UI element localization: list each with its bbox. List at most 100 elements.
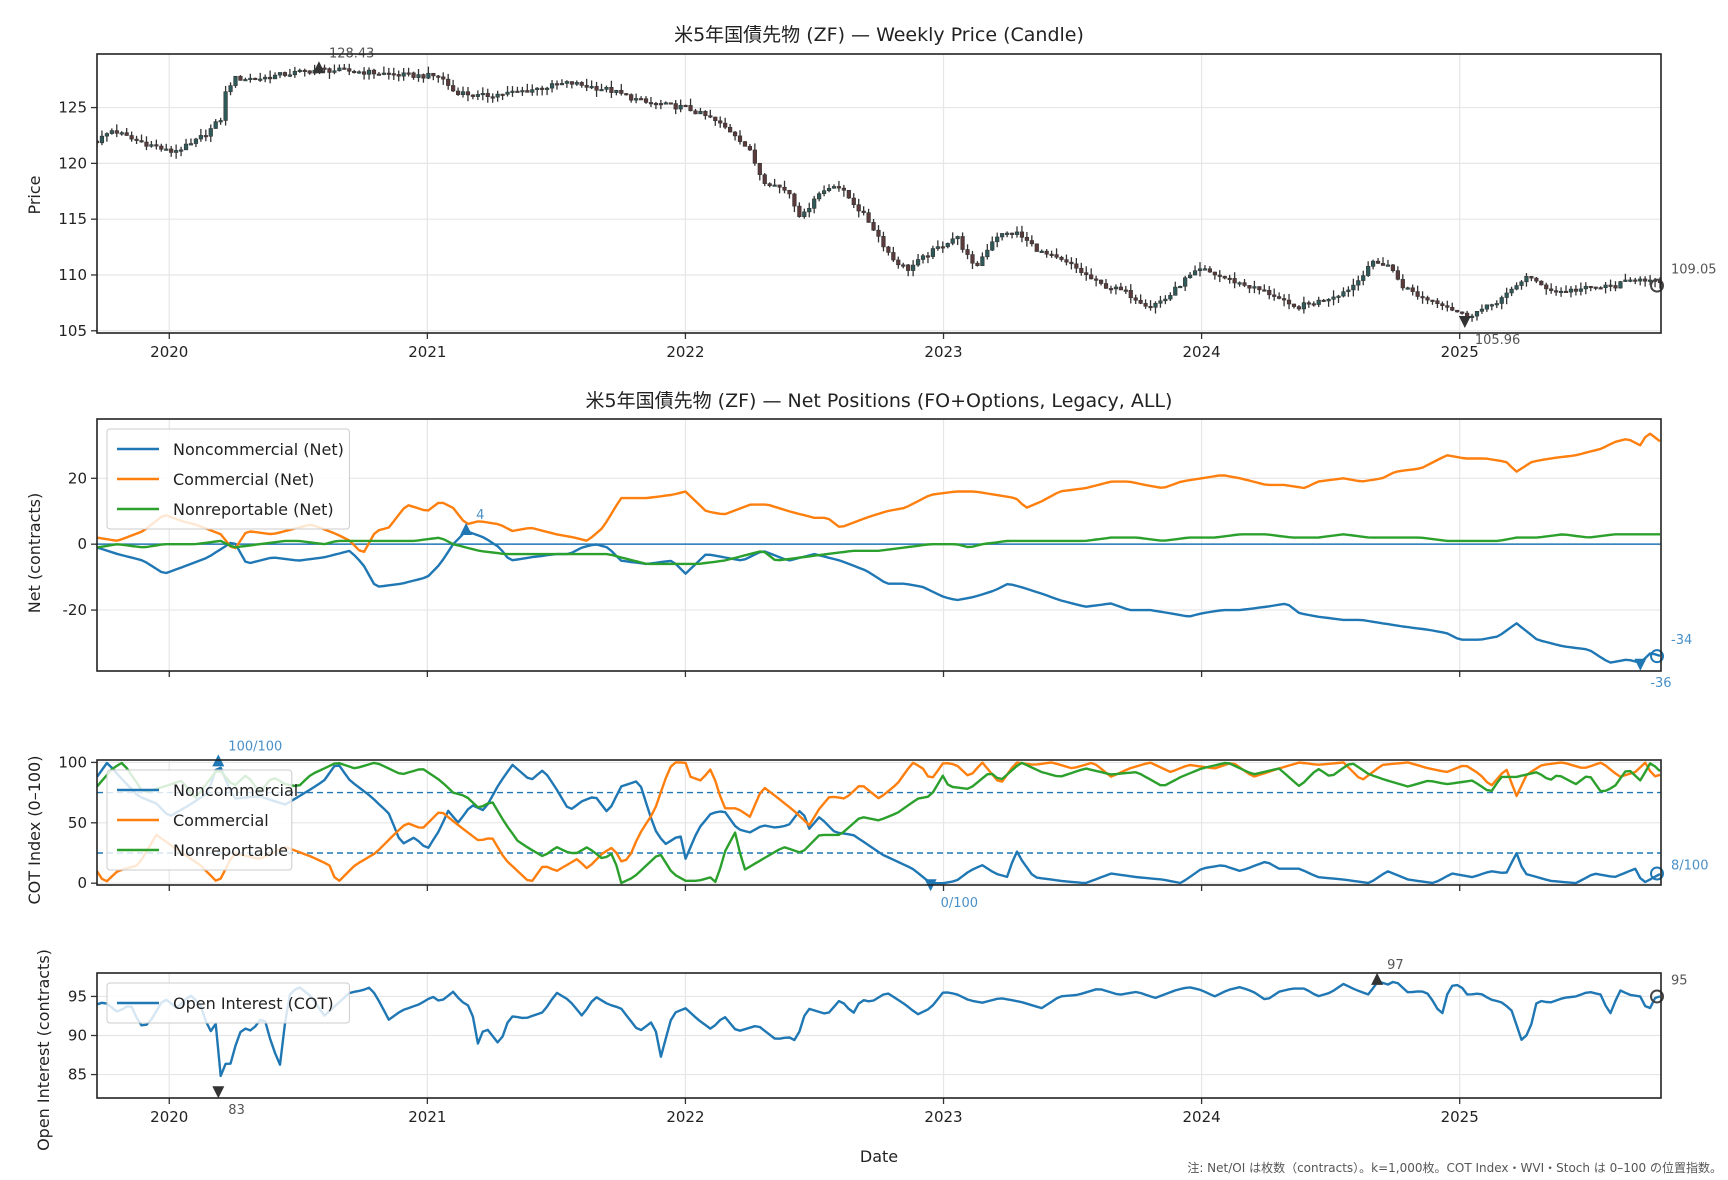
candle-body — [416, 74, 421, 78]
candle-body — [1207, 268, 1212, 273]
candle-body — [396, 74, 401, 77]
candle-body — [906, 264, 911, 271]
candle-body — [233, 75, 238, 86]
candle-body — [258, 78, 263, 81]
candle-body — [460, 91, 466, 95]
candle-body — [1084, 272, 1089, 276]
max-marker — [1371, 972, 1384, 985]
candle-body — [1375, 260, 1381, 264]
x-tick-label: 2020 — [150, 343, 188, 361]
candle-body — [465, 91, 471, 96]
candle-body — [688, 105, 693, 112]
candle-body — [1123, 289, 1128, 292]
candle-body — [451, 85, 456, 92]
last-value-label: 95 — [1671, 973, 1688, 988]
candle-body — [287, 74, 293, 77]
candle-body — [213, 121, 218, 129]
candle-body — [159, 145, 164, 150]
candle-body — [1578, 288, 1583, 292]
candle-body — [1331, 296, 1336, 300]
price-ylabel: Price — [25, 175, 44, 214]
candle-body — [183, 143, 189, 151]
candle-body — [1227, 277, 1232, 280]
candle-body — [1252, 286, 1257, 289]
candle-body — [1267, 289, 1272, 296]
candle-body — [1103, 283, 1109, 289]
candle-body — [1029, 240, 1034, 245]
legend-entry: Noncommercial — [173, 781, 298, 800]
candle-body — [1272, 294, 1277, 297]
candle-body — [723, 122, 728, 128]
candle-body — [1361, 275, 1366, 281]
candle-body — [1277, 296, 1282, 299]
candle-body — [1089, 274, 1094, 280]
candle-body — [1583, 285, 1588, 290]
candle-body — [1079, 267, 1084, 273]
candle-body — [1539, 280, 1544, 286]
candle-body — [1544, 284, 1549, 290]
candle-body — [203, 135, 208, 138]
candle-body — [960, 236, 965, 250]
x-tick-label: 2022 — [666, 343, 704, 361]
candle-body — [599, 89, 604, 92]
candle-body — [1291, 303, 1297, 307]
candle-body — [426, 72, 431, 79]
candle-body — [1217, 274, 1222, 277]
legend-box — [106, 769, 293, 871]
legend: Noncommercial (Net) Commercial (Net) Nonre… — [106, 428, 350, 530]
candle-body — [871, 222, 876, 231]
y-tick-label: 20 — [68, 469, 87, 487]
candle-body — [604, 87, 609, 90]
candle-body — [614, 90, 619, 93]
candle-body — [965, 249, 970, 255]
min-label: 0/100 — [941, 896, 978, 911]
candle-body — [1643, 278, 1648, 282]
candle-body — [475, 94, 480, 97]
candle-body — [1494, 303, 1499, 306]
candle-body — [1173, 286, 1178, 296]
candle-body — [995, 236, 1000, 243]
candle-body — [1519, 281, 1524, 286]
candle-body — [1593, 286, 1598, 289]
candle-body — [1168, 295, 1173, 300]
candle-body — [1534, 277, 1539, 282]
candle-body — [1074, 263, 1079, 269]
candle-body — [361, 71, 367, 75]
net-chart-title: 米5年国債先物 (ZF) — Net Positions (FO+Options… — [586, 390, 1173, 412]
candle-body — [431, 72, 436, 77]
candle-body — [530, 89, 535, 93]
axes-frame — [96, 972, 1662, 1099]
candle-body — [985, 249, 990, 258]
last-value-label: 109.05 — [1671, 263, 1717, 278]
candle-body — [737, 135, 743, 142]
candle-body — [1153, 302, 1158, 308]
candle-body — [104, 133, 109, 137]
last-value-marker — [1650, 649, 1664, 664]
candle-body — [1133, 297, 1138, 301]
candle-body — [1188, 274, 1193, 279]
max-marker — [460, 523, 473, 535]
candle-body — [1108, 288, 1114, 291]
candle-body — [881, 236, 886, 248]
candle-body — [1069, 261, 1074, 265]
y-tick-label: 90 — [68, 1027, 87, 1045]
candle-body — [1059, 256, 1064, 260]
candle-body — [1222, 275, 1227, 279]
candle-body — [1054, 254, 1059, 258]
candle-body — [1623, 279, 1628, 282]
candle-body — [342, 67, 347, 70]
y-tick-label: 0 — [77, 535, 87, 553]
candle-body — [876, 229, 881, 237]
candle-body — [594, 86, 599, 91]
candle-body — [1509, 288, 1514, 294]
candle-body — [678, 104, 683, 110]
last-value-label: -34 — [1671, 633, 1692, 648]
candle-body — [574, 82, 579, 85]
candle-body — [1311, 303, 1316, 306]
candle-body — [114, 130, 119, 134]
legend: Noncommercial Commercial Nonreportable — [106, 769, 298, 871]
candle-body — [282, 72, 288, 76]
candle-body — [792, 193, 797, 207]
candle-body — [713, 116, 718, 122]
